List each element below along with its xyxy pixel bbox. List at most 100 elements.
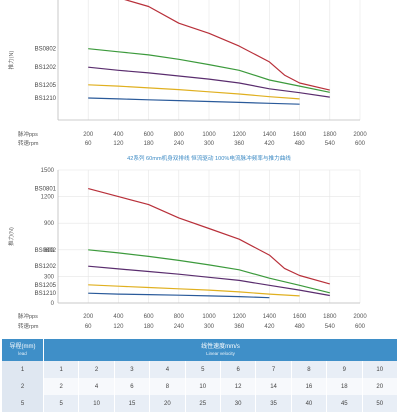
y-tick-label: 900 [44, 221, 55, 227]
x-tick-label-pps: 1800 [323, 314, 337, 320]
x-tick-label-pps: 800 [174, 314, 185, 320]
y-tick-label: 1500 [41, 168, 55, 174]
series-line-bs1210 [88, 97, 300, 105]
velocity-cell: 5 [185, 361, 221, 378]
x-tick-label-rpm: 600 [355, 324, 366, 330]
y-axis-label: 推力(N) [7, 51, 15, 70]
velocity-cell: 20 [149, 395, 186, 412]
x-tick-label-rpm: 600 [355, 141, 366, 147]
x-axis-pps-label: 脉冲pps [18, 312, 38, 320]
velocity-cell: 4 [149, 361, 186, 378]
lead-header: 导程(mm) lead [2, 339, 44, 361]
x-tick-label-pps: 2000 [353, 314, 367, 320]
velocity-cell: 7 [255, 361, 292, 378]
speed-header-label: 线性速度mm/s [201, 343, 240, 350]
x-tick-label-pps: 1400 [263, 314, 277, 320]
velocity-cell: 1 [43, 361, 80, 378]
velocity-cell: 16 [291, 378, 328, 395]
velocity-cell: 18 [326, 378, 363, 395]
x-tick-label-pps: 1800 [323, 132, 337, 138]
lead-cell: 5 [2, 395, 44, 412]
series-line-bs1205 [88, 84, 300, 100]
velocity-cell: 45 [326, 395, 363, 412]
series-line-bs1205 [88, 284, 300, 297]
lead-cell: 1 [2, 361, 44, 378]
y-axis-label: 推力(N) [7, 227, 15, 246]
x-tick-label-rpm: 480 [295, 324, 306, 330]
table-row: 1 1 2 3 4 5 6 7 8 9 10 [2, 361, 399, 378]
velocity-cell: 6 [114, 378, 151, 395]
series-label-bs0801: BS0801 [35, 187, 57, 193]
velocity-cell: 9 [326, 361, 363, 378]
series-label-bs1205: BS1205 [35, 83, 57, 89]
x-tick-label-rpm: 300 [204, 324, 215, 330]
velocity-cell: 3 [114, 361, 151, 378]
x-tick-label-rpm: 60 [85, 141, 92, 147]
x-tick-label-pps: 2000 [353, 132, 367, 138]
x-tick-label-pps: 1200 [233, 314, 247, 320]
series-label-bs1202: BS1202 [35, 65, 57, 71]
x-axis-rpm-label: 转速rpm [18, 322, 39, 330]
velocity-cell: 25 [185, 395, 221, 412]
x-tick-label-rpm: 60 [85, 324, 92, 330]
x-tick-label-rpm: 360 [234, 324, 245, 330]
speed-header-english: Linear velocity [206, 350, 235, 356]
velocity-cell: 8 [149, 378, 186, 395]
table-header-row: 导程(mm) lead 线性速度mm/s Linear velocity [2, 339, 398, 361]
table-row: 5 5 10 15 20 25 30 35 40 45 50 [2, 395, 399, 412]
series-label-bs0802: BS0802 [35, 47, 57, 53]
x-tick-label-rpm: 420 [264, 141, 275, 147]
x-tick-label-pps: 800 [174, 132, 185, 138]
chart-title-2: 42系列 60mm机身双排线 恒流驱动 100%电流脉冲频率与推力曲线 [127, 154, 291, 162]
x-tick-label-rpm: 240 [174, 141, 185, 147]
x-tick-label-rpm: 480 [295, 141, 306, 147]
x-tick-label-pps: 600 [144, 314, 155, 320]
x-tick-label-pps: 1000 [202, 132, 216, 138]
series-label-bs1210: BS1210 [35, 291, 57, 297]
series-label-bs1202: BS1202 [35, 264, 57, 270]
x-tick-label-rpm: 240 [174, 324, 185, 330]
series-label-bs0802: BS0802 [35, 248, 57, 254]
series-label-bs1205: BS1205 [35, 283, 57, 289]
series-line-bs0802 [88, 48, 330, 93]
x-tick-label-pps: 200 [83, 314, 94, 320]
y-tick-label: 0 [51, 301, 55, 307]
y-tick-label: 300 [44, 274, 55, 280]
x-tick-label-rpm: 540 [325, 324, 336, 330]
velocity-cell: 15 [114, 395, 151, 412]
velocity-cell: 4 [78, 378, 115, 395]
x-tick-label-pps: 200 [83, 132, 94, 138]
x-tick-label-rpm: 180 [144, 141, 155, 147]
velocity-cell: 10 [78, 395, 115, 412]
x-tick-label-rpm: 180 [144, 324, 155, 330]
table-row: 2 2 4 6 8 10 12 14 16 18 20 [2, 378, 399, 395]
velocity-cell: 50 [362, 395, 399, 412]
x-tick-label-pps: 400 [113, 314, 124, 320]
y-tick-label: 1200 [41, 195, 55, 201]
x-tick-label-pps: 1000 [202, 314, 216, 320]
series-line-bs1202 [88, 66, 330, 98]
velocity-cell: 12 [220, 378, 257, 395]
velocity-cell: 10 [185, 378, 221, 395]
y-tick-label: 600 [44, 248, 55, 254]
series-line-bs0801 [88, 188, 330, 285]
velocity-cell: 5 [43, 395, 80, 412]
series-line-bs0802 [88, 249, 330, 294]
series-line-bs1202 [88, 265, 330, 297]
velocity-cell: 40 [291, 395, 328, 412]
velocity-cell: 10 [362, 361, 399, 378]
x-tick-label-pps: 1200 [233, 132, 247, 138]
lead-cell: 2 [2, 378, 44, 395]
x-axis-rpm-label: 转速rpm [18, 139, 39, 147]
velocity-cell: 30 [220, 395, 257, 412]
x-tick-label-pps: 1600 [293, 132, 307, 138]
x-tick-label-pps: 400 [113, 132, 124, 138]
x-tick-label-rpm: 300 [204, 141, 215, 147]
velocity-cell: 2 [78, 361, 115, 378]
series-label-bs1210: BS1210 [35, 96, 57, 102]
speed-header: 线性速度mm/s Linear velocity [43, 339, 398, 361]
x-tick-label-rpm: 360 [234, 141, 245, 147]
x-axis-pps-label: 脉冲pps [18, 130, 38, 138]
